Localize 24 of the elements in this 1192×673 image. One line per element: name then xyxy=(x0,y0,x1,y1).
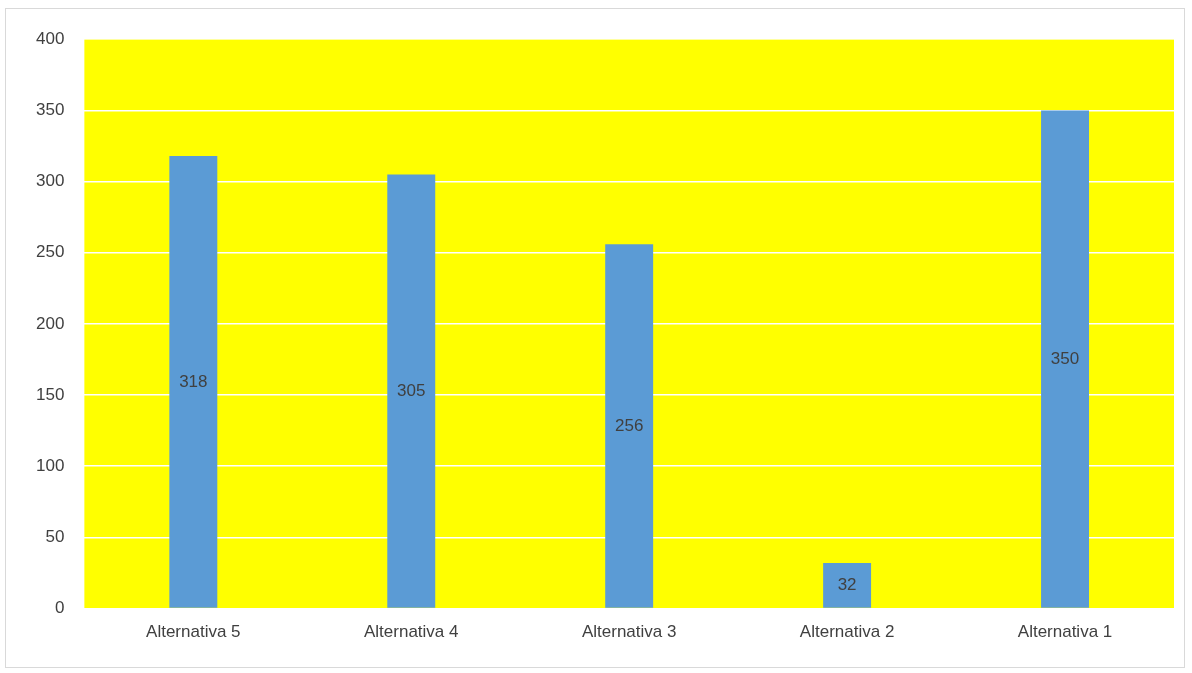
y-tick-label: 350 xyxy=(35,100,65,120)
y-tick-label: 150 xyxy=(35,384,65,404)
y-tick-label: 50 xyxy=(45,527,65,547)
x-tick-label: Alternativa 3 xyxy=(581,622,677,642)
data-label: 256 xyxy=(614,415,644,435)
y-tick-label: 0 xyxy=(54,598,65,618)
data-label: 350 xyxy=(1050,348,1080,368)
bar xyxy=(169,155,218,608)
x-tick-label: Alternativa 4 xyxy=(364,622,459,642)
x-tick-label: Alternativa 5 xyxy=(146,622,241,642)
data-label: 32 xyxy=(837,575,857,595)
bar xyxy=(1041,110,1090,608)
x-tick-label: Alternativa 2 xyxy=(799,622,895,642)
y-tick-label: 250 xyxy=(35,242,65,262)
bar xyxy=(605,244,654,608)
y-tick-label: 300 xyxy=(35,171,65,191)
x-tick-label: Alternativa 1 xyxy=(1017,622,1113,642)
data-label: 318 xyxy=(179,371,208,391)
bar xyxy=(823,563,872,608)
y-tick-label: 100 xyxy=(35,455,65,475)
y-tick-label: 400 xyxy=(35,28,65,48)
y-tick-label: 200 xyxy=(35,313,65,333)
bar xyxy=(387,174,436,608)
data-label: 305 xyxy=(397,380,426,400)
